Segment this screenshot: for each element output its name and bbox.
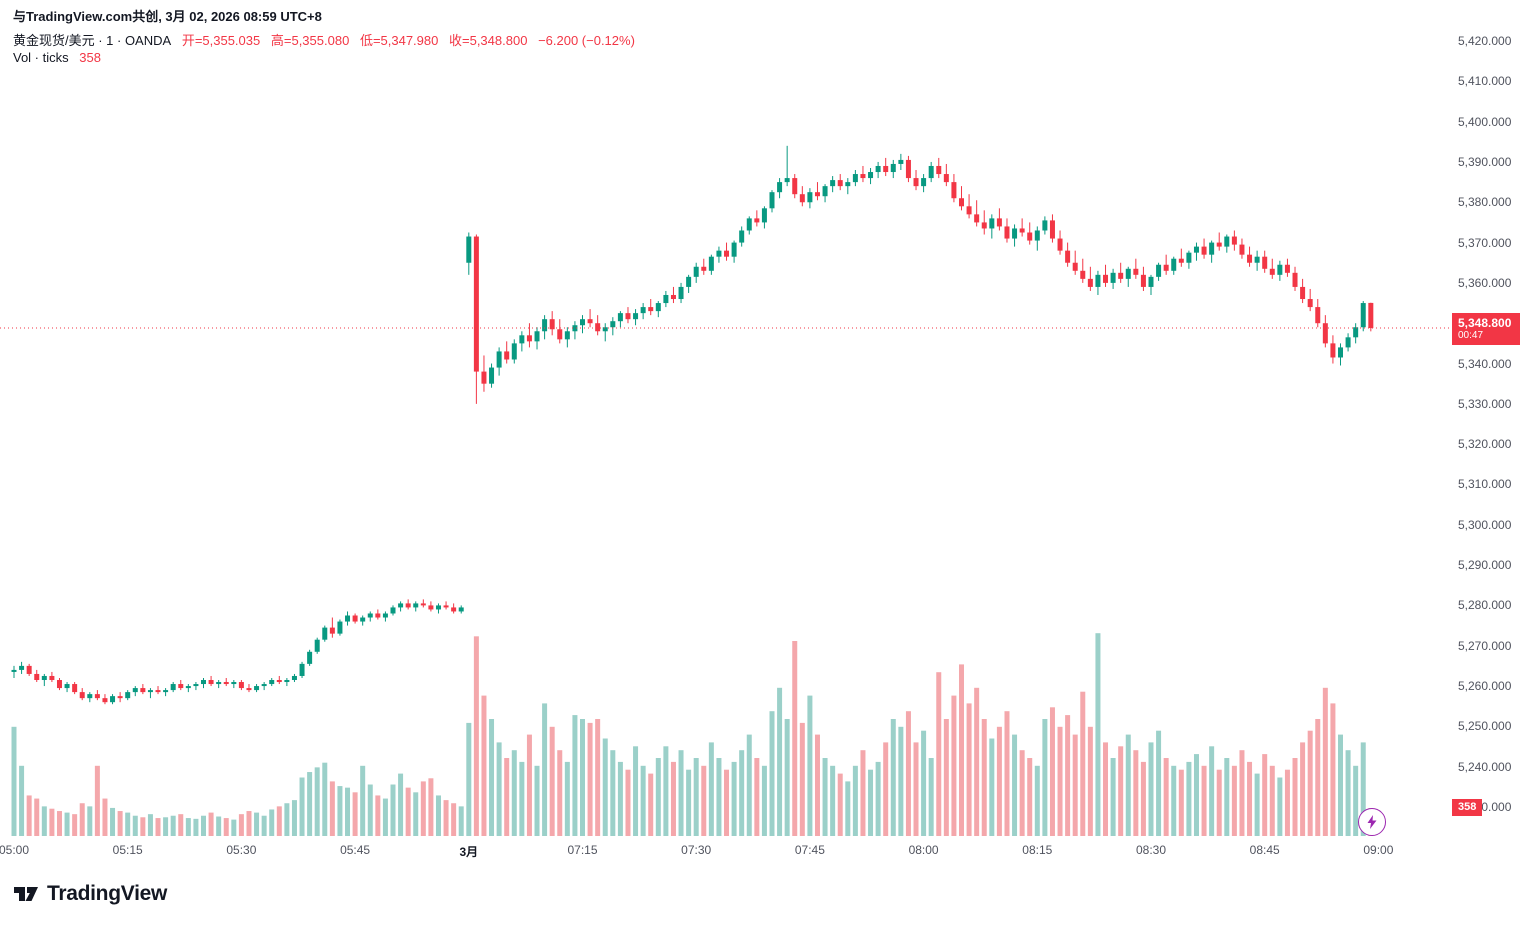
symbol-legend-row: 黄金现货/美元 · 1 · OANDA 开=5,355.035 高=5,355.… — [13, 32, 642, 49]
time-axis-label: 3月 — [459, 845, 479, 859]
instant-order-button[interactable] — [1358, 808, 1386, 836]
price-axis-label: 5,410.000 — [1458, 74, 1512, 89]
price-axis-label: 5,320.000 — [1458, 437, 1512, 452]
time-axis[interactable]: 05:00 05:15 05:30 05:45 3月 07:15 07:30 07:45 08:… — [0, 841, 1452, 859]
current-volume-badge: 358 — [1452, 799, 1483, 817]
tradingview-logo[interactable]: TradingView — [12, 880, 167, 908]
time-axis-label: 08:15 — [1022, 843, 1053, 857]
price-axis-label: 5,310.000 — [1458, 477, 1512, 492]
price-axis-label: 5,390.000 — [1458, 154, 1512, 169]
price-axis-label: 5,260.000 — [1458, 679, 1512, 694]
time-axis-label: 09:00 — [1363, 843, 1394, 857]
volume-indicator-label[interactable]: Vol · ticks — [13, 50, 69, 65]
price-axis-label: 5,290.000 — [1458, 558, 1512, 573]
price-axis-label: 5,340.000 — [1458, 356, 1512, 371]
ohlc-open: 开=5,355.035 — [181, 33, 261, 48]
time-axis-label: 05:00 — [0, 843, 30, 857]
current-price-badge: 5,348.800 00:47 — [1452, 313, 1520, 346]
price-axis-label: 5,300.000 — [1458, 517, 1512, 532]
price-axis-label: 5,370.000 — [1458, 235, 1512, 250]
legend: 黄金现货/美元 · 1 · OANDA 开=5,355.035 高=5,355.… — [13, 32, 642, 66]
price-axis-label: 5,270.000 — [1458, 638, 1512, 653]
symbol-title[interactable]: 黄金现货/美元 · 1 · OANDA — [13, 33, 172, 48]
time-axis-label: 07:30 — [681, 843, 712, 857]
tradingview-logo-icon — [14, 887, 38, 901]
ohlc-high: 高=5,355.080 — [270, 33, 350, 48]
price-axis-label: 5,380.000 — [1458, 195, 1512, 210]
time-axis-label: 08:30 — [1135, 843, 1167, 857]
price-axis[interactable]: 5,420.000 5,410.000 5,400.000 5,390.000 5,38… — [1452, 0, 1534, 860]
time-axis-label: 05:30 — [226, 843, 257, 857]
ohlc-close: 收=5,348.800 — [449, 33, 528, 48]
candlestick-chart[interactable] — [0, 0, 1452, 860]
time-axis-label: 08:45 — [1249, 843, 1280, 857]
time-axis-label: 07:15 — [567, 843, 598, 857]
bar-countdown: 00:47 — [1458, 330, 1484, 342]
volume-legend-row: Vol · ticks 358 — [13, 49, 642, 66]
price-axis-label: 5,250.000 — [1458, 719, 1512, 734]
price-axis-label: 5,280.000 — [1458, 598, 1512, 613]
price-change: −6.200 (−0.12%) — [538, 33, 635, 48]
time-axis-label: 05:45 — [340, 843, 371, 857]
price-axis-label: 5,360.000 — [1458, 275, 1512, 290]
price-axis-label: 5,400.000 — [1458, 114, 1512, 129]
candle-series — [11, 145, 1374, 705]
time-axis-label: 07:45 — [794, 843, 825, 857]
volume-value: 358 — [79, 50, 101, 65]
ohlc-low: 低=5,347.980 — [359, 33, 439, 48]
price-axis-label: 5,240.000 — [1458, 759, 1512, 774]
tradingview-logo-text: TradingView — [47, 882, 168, 905]
time-axis-label: 08:00 — [908, 843, 939, 857]
current-price-value: 5,348.800 — [1458, 316, 1512, 331]
price-axis-label: 5,330.000 — [1458, 396, 1512, 411]
lightning-icon — [1367, 815, 1377, 829]
volume-series — [11, 633, 1374, 836]
price-axis-label: 5,420.000 — [1458, 34, 1512, 48]
time-axis-label: 05:15 — [112, 843, 143, 857]
chart-attribution: 与TradingView.com共创, 3月 02, 2026 08:59 UT… — [13, 9, 322, 24]
